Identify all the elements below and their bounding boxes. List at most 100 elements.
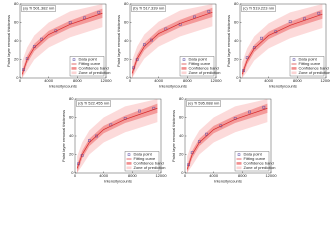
data-point [150,38,153,42]
title-box [131,5,166,12]
legend-label: Zone of prediction [134,165,166,170]
y-tick-label: 0 [71,170,74,175]
x-tick-label: 0 [239,78,242,83]
y-tick-label: 20 [179,152,184,157]
y-tick-label: 20 [69,152,74,157]
panel-title: (e) Ti 595.088 nm [188,101,220,106]
data-point [260,36,263,40]
panel-title: (d) Ti 522.455 nm [78,101,110,106]
data-point [40,37,43,41]
data-point [68,21,72,24]
panel-title: (a) Ti 501.382 nm [23,6,55,11]
data-point [207,10,211,13]
legend-label: Data point [299,57,318,62]
y-axis-label: Paint layer removal thickness [6,15,11,67]
legend-label: Confidence band [299,65,329,70]
legend-swatch [182,58,186,61]
y-tick-label: 80 [124,1,129,6]
y-tick-label: 80 [179,96,184,101]
title-box [76,100,111,107]
x-axis-label: Intensity/counts [214,179,242,184]
data-point [303,17,306,21]
panel-title: (b) Ti 517.339 nm [133,6,165,11]
legend-label: Zone of prediction [189,70,221,75]
x-tick-label: 12000 [265,173,277,178]
x-tick-label: 8000 [73,78,83,83]
legend-swatch [291,71,297,75]
data-point [97,10,101,14]
y-tick-label: 0 [16,75,19,80]
legend-swatch [292,58,296,61]
y-tick-label: 60 [69,115,74,120]
title-box [21,5,56,12]
y-tick-label: 60 [234,20,239,25]
data-point [142,43,146,47]
legend-swatch [127,153,131,156]
y-tick-label: 80 [69,96,74,101]
legend-box [289,56,325,77]
x-tick-label: 4000 [44,78,54,83]
data-point [248,110,251,114]
x-tick-label: 0 [74,173,77,178]
data-point [138,109,141,113]
legend-swatch [126,162,132,165]
y-tick-label: 40 [14,38,19,43]
band [22,8,103,78]
x-tick-label: 12000 [100,78,112,83]
y-tick-label: 0 [126,75,129,80]
x-axis-label: Intensity/counts [104,179,132,184]
legend-label: Confidence band [189,65,219,70]
y-tick-label: 40 [234,38,239,43]
legend-swatch [126,166,132,170]
fit-curve [131,11,213,74]
legend-swatch [236,166,242,170]
data-point [193,15,196,19]
legend-label: Fitting curve [134,156,157,161]
x-tick-label: 0 [184,173,187,178]
y-tick-label: 0 [236,75,239,80]
legend-swatch [237,153,241,156]
legend-label: Data point [189,57,208,62]
x-tick-label: 8000 [128,173,138,178]
x-tick-label: 4000 [264,78,274,83]
legend-label: Confidence band [244,160,274,165]
legend-swatch [71,71,77,75]
legend-swatch [181,67,187,70]
x-tick-label: 12000 [320,78,330,83]
x-axis-label: Intensity/counts [49,84,77,89]
y-tick-label: 60 [124,20,129,25]
legend-label: Confidence band [79,65,109,70]
y-axis-label: Paint layer removal thickness [171,110,176,162]
x-axis-label: Intensity/counts [269,84,297,89]
x-tick-label: 8000 [238,173,248,178]
legend-box [124,151,160,172]
figure: 0 4000 8000 12000020406080Intensity/countsP… [6,1,330,184]
data-point [288,20,292,23]
legend-label: Zone of prediction [244,165,276,170]
legend-label: Data point [244,152,263,157]
title-box [186,100,221,107]
legend-label: Fitting curve [79,61,102,66]
title-box [241,5,276,12]
x-tick-label: 12000 [210,78,222,83]
fit-curve [76,107,158,169]
x-tick-label: 8000 [293,78,303,83]
y-tick-label: 40 [179,133,184,138]
data-point [83,16,86,20]
y-tick-label: 0 [181,170,184,175]
y-tick-label: 80 [14,1,19,6]
x-tick-label: 12000 [155,173,167,178]
data-point [245,56,249,59]
fit-curve [21,12,103,75]
x-tick-label: 8000 [183,78,193,83]
band [187,103,268,173]
legend-label: Data point [79,57,98,62]
legend-label: Fitting curve [244,156,267,161]
legend-swatch [291,67,297,70]
band [77,103,158,173]
y-axis-label: Paint layer removal thickness [226,15,231,67]
x-tick-label: 4000 [209,173,219,178]
legend-box [234,151,270,172]
